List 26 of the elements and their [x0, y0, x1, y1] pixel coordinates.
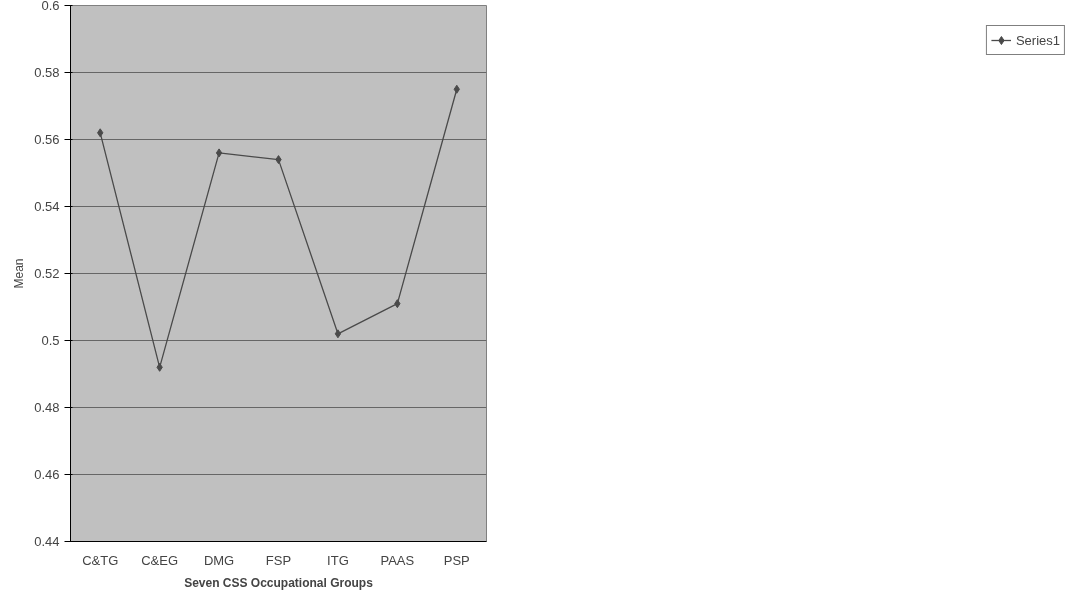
- y-tick-label: 0.52: [34, 266, 60, 281]
- point: [453, 84, 460, 94]
- point: [334, 329, 342, 339]
- y-axis-title: Mean: [12, 258, 27, 289]
- x-tick-label: ITG: [327, 552, 349, 568]
- point: [215, 148, 223, 158]
- x-tick-label: PAAS: [380, 552, 415, 568]
- point: [97, 128, 104, 138]
- x-tick-label: PSP: [443, 552, 470, 568]
- y-tick-label: 0.58: [34, 65, 60, 80]
- x-tick-label: FSP: [265, 552, 292, 568]
- x-tick-label: C&EG: [141, 552, 179, 568]
- x-tick-label: C&TG: [82, 552, 119, 568]
- y-tick-label: 0.6: [41, 0, 60, 13]
- y-tick-label: 0.5: [41, 333, 60, 348]
- y-tick-label: 0.44: [34, 534, 60, 549]
- y-tick-label: 0.54: [34, 199, 60, 214]
- point: [156, 362, 163, 372]
- point: [275, 155, 282, 165]
- y-tick-label: 0.56: [34, 132, 60, 147]
- y-tick-label: 0.46: [34, 467, 60, 482]
- x-axis-title: Seven CSS Occupational Groups: [184, 575, 374, 590]
- x-tick-label: DMG: [203, 552, 235, 568]
- legend-label: Series1: [1015, 32, 1060, 48]
- point: [394, 299, 401, 309]
- y-tick-label: 0.48: [34, 400, 60, 415]
